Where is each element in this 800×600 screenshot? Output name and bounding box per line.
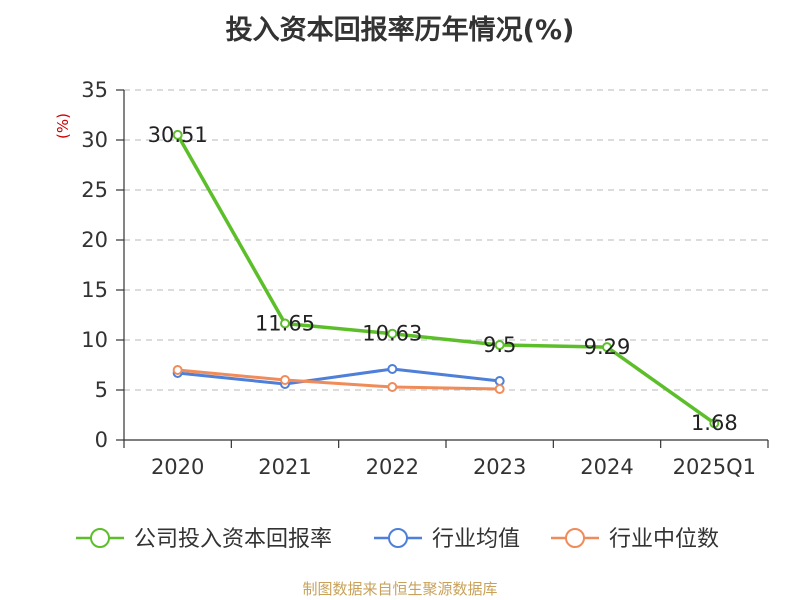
- data-point: [172, 129, 183, 140]
- data-point: [494, 384, 505, 394]
- y-tick-label: 20: [81, 228, 108, 252]
- series-line-2: [177, 368, 500, 391]
- legend-layer: 公司投入资本回报率 行业均值 行业中位数: [76, 527, 719, 552]
- data-label: 9.29: [584, 335, 631, 359]
- data-point: [387, 328, 398, 339]
- y-tick-label: 5: [95, 378, 108, 402]
- grid-layer: [124, 89, 768, 391]
- data-point: [494, 340, 505, 350]
- data-point: [602, 342, 612, 353]
- y-tick-label: 10: [81, 328, 108, 352]
- legend-marker: [565, 528, 585, 548]
- source-note: 制图数据来自恒生聚源数据库: [302, 580, 498, 598]
- y-tick-label: 25: [81, 178, 108, 202]
- legend-label: 公司投入资本回报率: [134, 527, 332, 552]
- x-tick-label: 2021: [258, 455, 311, 479]
- data-point: [494, 376, 505, 386]
- series-layer: [172, 129, 720, 429]
- chart-title: 投入资本回报率历年情况(%): [225, 15, 575, 46]
- data-label: 10.63: [362, 322, 422, 346]
- label-layer: 30.51 11.65 10.63 9.5 9.29 1.68: [148, 123, 738, 435]
- x-tick-label: 2024: [580, 455, 633, 479]
- legend-label: 行业中位数: [609, 527, 719, 552]
- x-tick-label: 2023: [473, 455, 526, 479]
- y-tick-label: 15: [81, 278, 108, 302]
- data-point: [709, 418, 720, 429]
- series-line-0: [176, 134, 716, 425]
- legend-label: 行业均值: [432, 527, 520, 552]
- y-tick-label: 0: [95, 428, 108, 452]
- y-tick-label: 35: [81, 78, 108, 102]
- data-point: [387, 364, 398, 374]
- y-axis-unit-label: (%): [54, 113, 72, 139]
- legend-marker: [388, 528, 408, 548]
- data-point: [280, 318, 290, 329]
- data-label: 1.68: [691, 411, 738, 435]
- x-tick-label: 2020: [151, 455, 204, 479]
- data-label: 30.51: [148, 123, 208, 147]
- data-label: 9.5: [483, 333, 516, 357]
- data-point: [280, 375, 290, 385]
- x-tick-label: 2025Q1: [673, 455, 756, 479]
- axis-layer: 0 5 10 15 20 25 30 35 2020 2021 2022 2023 2024 2025Q1…: [54, 78, 769, 479]
- legend-marker: [90, 528, 110, 548]
- data-label: 11.65: [255, 312, 315, 336]
- data-point: [172, 365, 183, 375]
- series-line-1: [177, 367, 500, 386]
- x-tick-label: 2022: [366, 455, 419, 479]
- data-point: [387, 382, 398, 392]
- y-tick-label: 30: [81, 128, 108, 152]
